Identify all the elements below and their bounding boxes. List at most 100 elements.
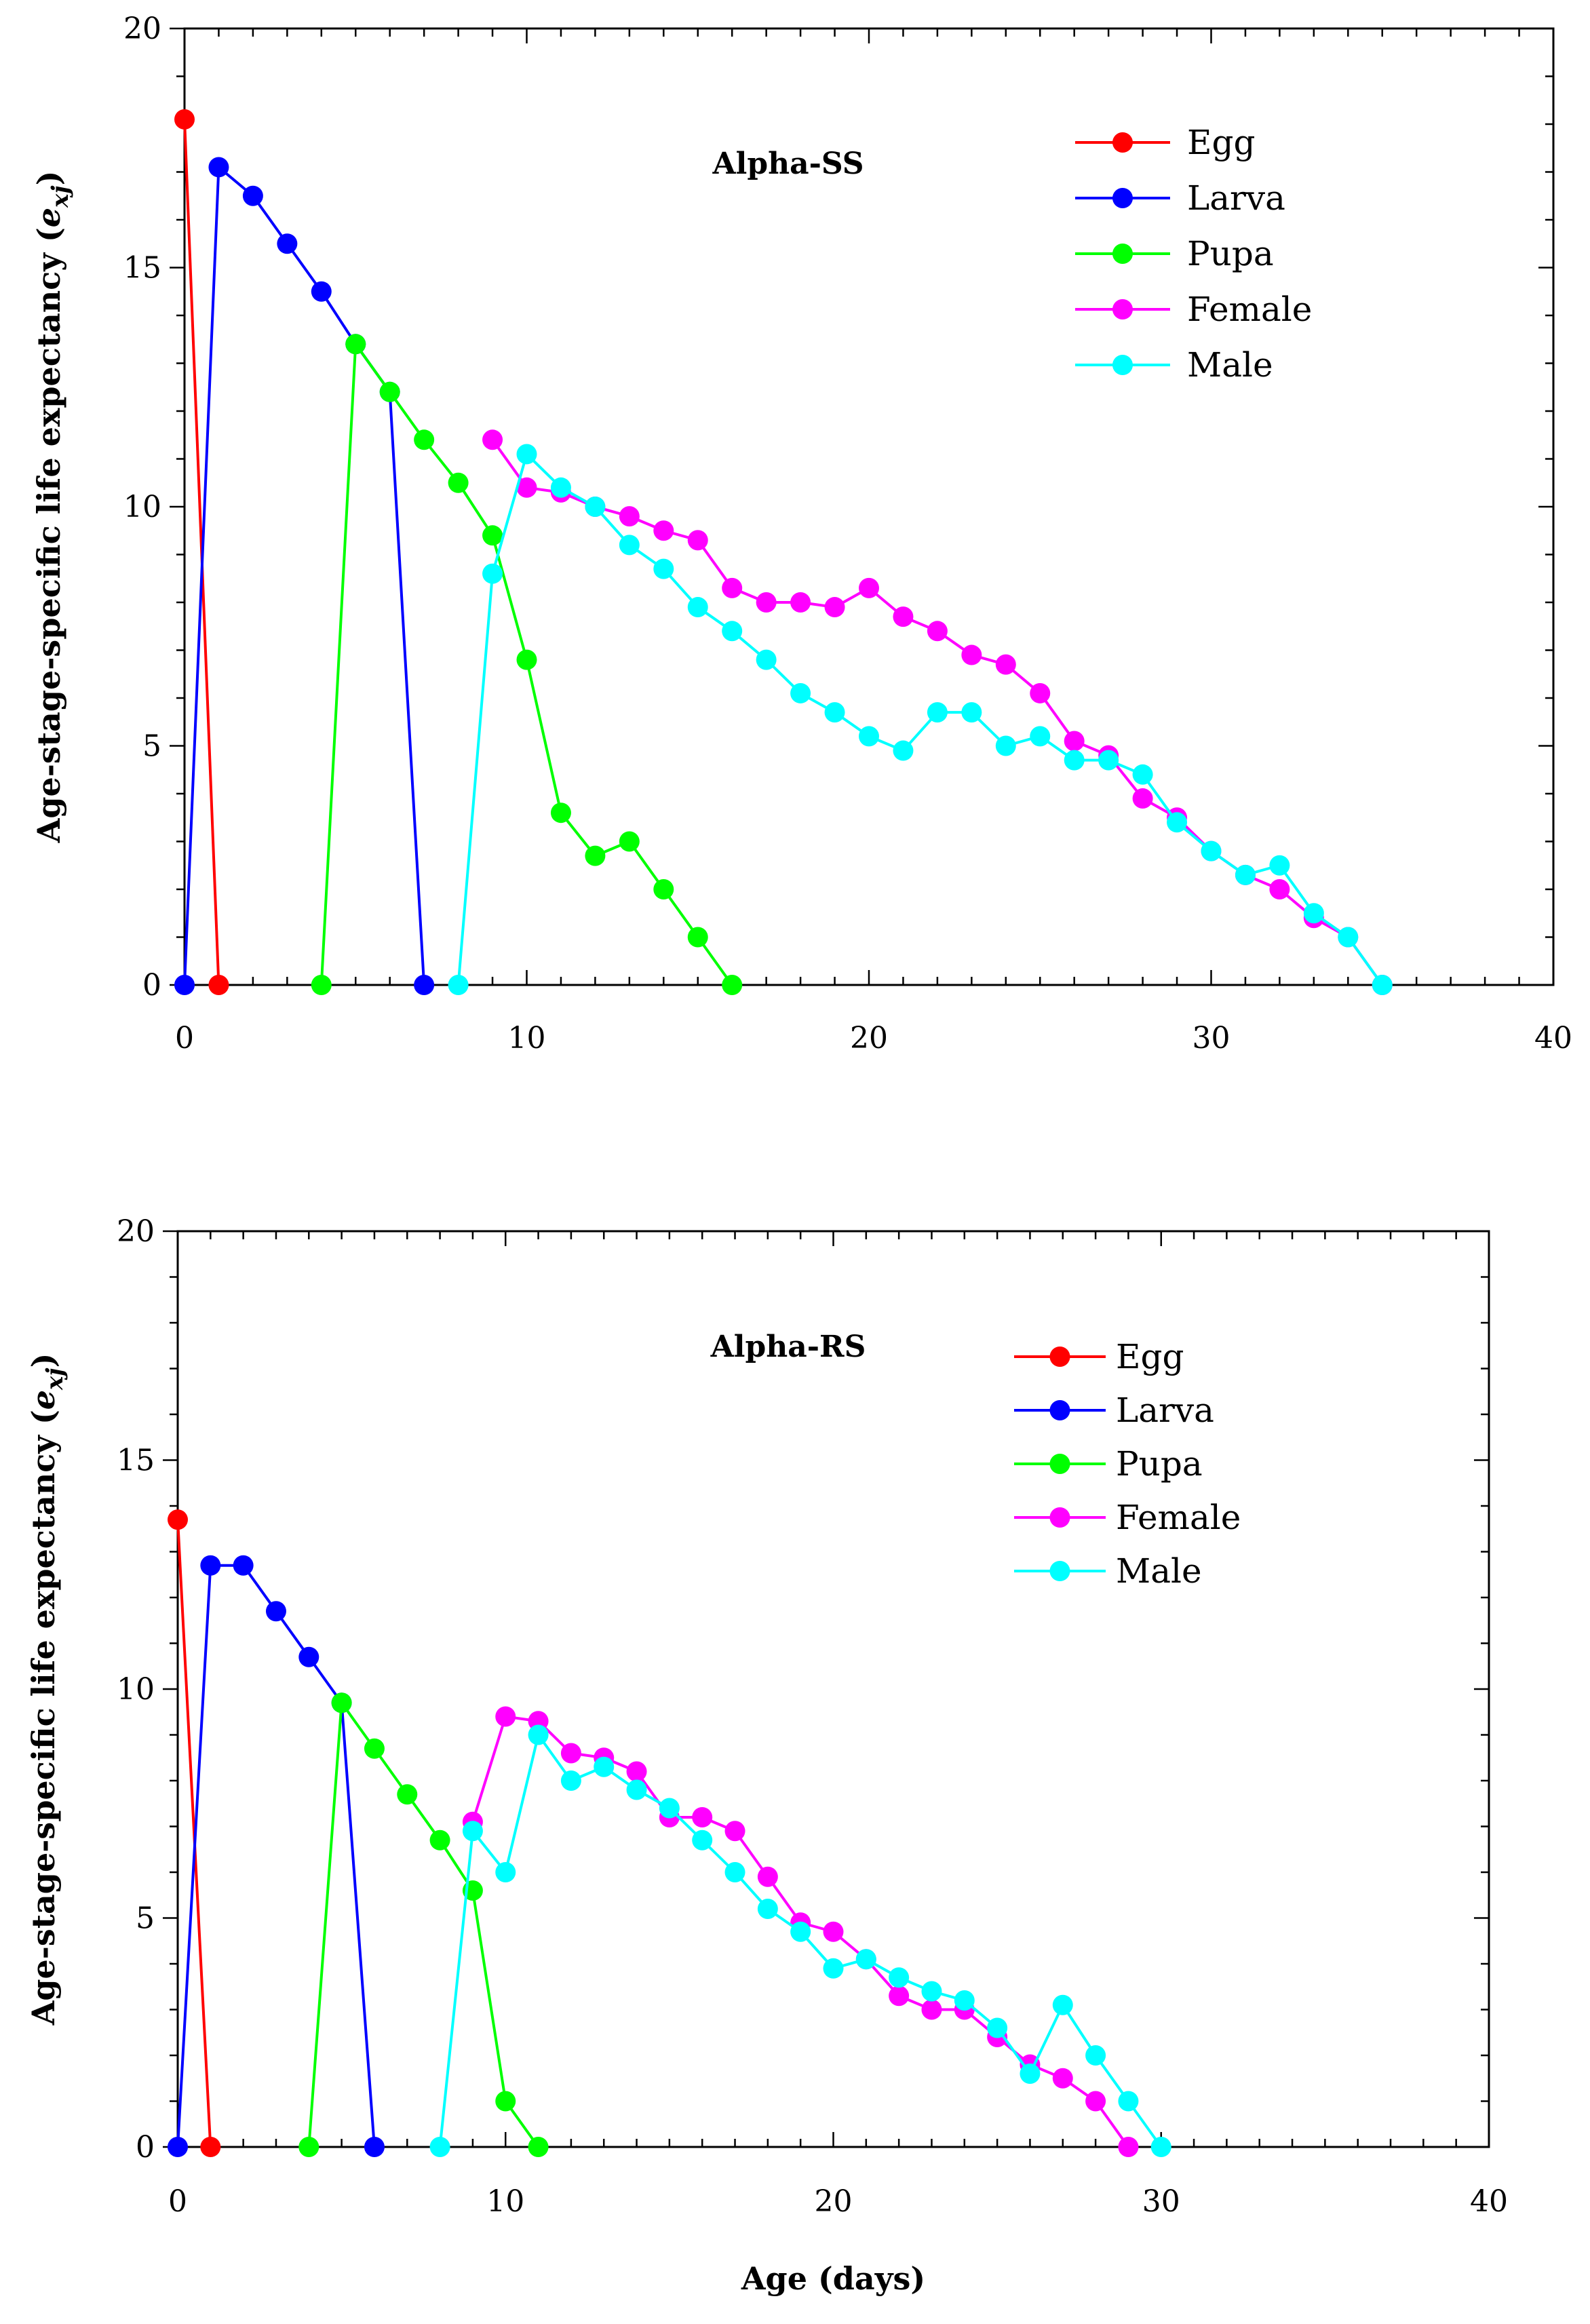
data-point-male <box>594 1756 615 1777</box>
data-point-female <box>859 577 879 598</box>
data-point-female <box>1030 682 1051 703</box>
data-point-egg <box>208 975 229 995</box>
data-point-male <box>1052 1994 1073 2015</box>
data-point-pupa <box>379 381 400 402</box>
data-point-male <box>757 1899 778 1919</box>
data-point-female <box>1052 2068 1073 2089</box>
panel-title: Alpha-RS <box>710 1330 866 1364</box>
data-point-larva <box>208 157 229 178</box>
legend-marker-egg <box>1112 132 1133 153</box>
y-tick-label: 20 <box>117 1214 155 1249</box>
data-point-female <box>995 654 1016 675</box>
data-point-female <box>1064 731 1085 752</box>
x-tick-label: 10 <box>486 2184 524 2219</box>
data-point-male <box>619 535 640 556</box>
data-point-female <box>790 592 811 613</box>
legend-marker-male <box>1112 355 1133 375</box>
data-point-egg <box>174 109 195 130</box>
data-point-male <box>482 563 503 584</box>
data-point-pupa <box>414 429 435 450</box>
y-axis-title: Age-stage-specific life expectancy (exj) <box>25 1353 69 2026</box>
data-point-male <box>987 2017 1008 2038</box>
data-point-male <box>528 1724 549 1745</box>
data-point-male <box>550 477 571 498</box>
data-point-male <box>1167 812 1188 833</box>
data-point-female <box>889 1986 910 2007</box>
legend-marker-female <box>1112 299 1133 319</box>
data-point-female <box>1118 2137 1139 2157</box>
data-point-larva <box>311 281 332 302</box>
x-tick-label: 30 <box>1192 1021 1230 1056</box>
data-point-male <box>653 558 674 579</box>
data-point-female <box>687 530 708 551</box>
y-tick-label: 10 <box>117 1672 155 1707</box>
data-point-female <box>626 1761 647 1782</box>
data-point-pupa <box>585 845 606 866</box>
legend-marker-female <box>1049 1507 1070 1528</box>
data-point-male <box>495 1862 516 1882</box>
data-point-pupa <box>345 334 366 355</box>
y-tick-label: 0 <box>136 2130 155 2165</box>
data-point-larva <box>414 975 435 995</box>
legend-marker-pupa <box>1049 1454 1070 1474</box>
data-point-pupa <box>550 802 571 824</box>
data-point-egg <box>200 2137 221 2157</box>
data-point-male <box>855 1949 876 1970</box>
series-line-pupa <box>307 1701 540 2148</box>
data-point-female <box>921 1999 942 2020</box>
x-tick-label: 40 <box>1534 1021 1572 1056</box>
x-axis-title: Age (days) <box>741 2260 925 2297</box>
legend-label-larva: Larva <box>1187 178 1285 218</box>
data-point-male <box>585 497 606 517</box>
legend-label-larva: Larva <box>1116 1391 1214 1430</box>
x-tick-label: 10 <box>508 1021 546 1056</box>
data-point-pupa <box>687 927 708 948</box>
data-point-female <box>516 477 537 498</box>
data-point-male <box>790 1921 811 1942</box>
data-point-female <box>927 621 948 642</box>
data-point-female <box>1269 879 1290 899</box>
data-point-female <box>482 429 503 450</box>
y-tick-label: 15 <box>123 251 161 286</box>
series-line-larva <box>183 166 426 986</box>
data-point-male <box>516 444 537 465</box>
data-point-male <box>823 1958 844 1979</box>
data-point-male <box>448 975 469 995</box>
y-axis-title: Age-stage-specific life expectancy (exj) <box>31 171 74 844</box>
data-point-pupa <box>429 1829 450 1851</box>
data-point-pupa <box>482 525 503 546</box>
data-point-male <box>927 702 948 723</box>
data-point-female <box>823 1921 844 1942</box>
data-point-male <box>687 597 708 618</box>
data-point-male <box>859 726 879 747</box>
data-point-female <box>1132 788 1153 809</box>
legend-label-pupa: Pupa <box>1187 234 1274 273</box>
data-point-male <box>1201 840 1222 861</box>
data-point-pupa <box>364 1738 385 1759</box>
data-point-female <box>824 597 845 618</box>
panel-title: Alpha-SS <box>712 147 864 181</box>
y-tick-label: 15 <box>117 1444 155 1478</box>
data-point-larva <box>233 1555 254 1576</box>
x-tick-label: 20 <box>850 1021 888 1056</box>
data-point-female <box>1085 2091 1106 2112</box>
data-point-male <box>790 682 811 703</box>
data-point-larva <box>298 1646 319 1667</box>
data-point-male <box>429 2137 450 2157</box>
data-point-larva <box>364 2137 385 2157</box>
data-point-male <box>724 1862 745 1882</box>
data-point-pupa <box>397 1784 418 1805</box>
data-point-male <box>889 1967 910 1988</box>
data-point-male <box>1064 750 1085 771</box>
data-point-male <box>756 649 777 670</box>
data-point-male <box>824 702 845 723</box>
data-point-female <box>692 1807 713 1827</box>
y-tick-label: 10 <box>123 490 161 524</box>
data-point-female <box>653 520 674 541</box>
data-point-egg <box>168 1509 188 1530</box>
data-point-pupa <box>528 2137 549 2157</box>
data-point-male <box>1020 2064 1041 2084</box>
legend-marker-pupa <box>1112 244 1133 264</box>
legend-label-female: Female <box>1187 290 1312 329</box>
data-point-male <box>659 1798 680 1819</box>
